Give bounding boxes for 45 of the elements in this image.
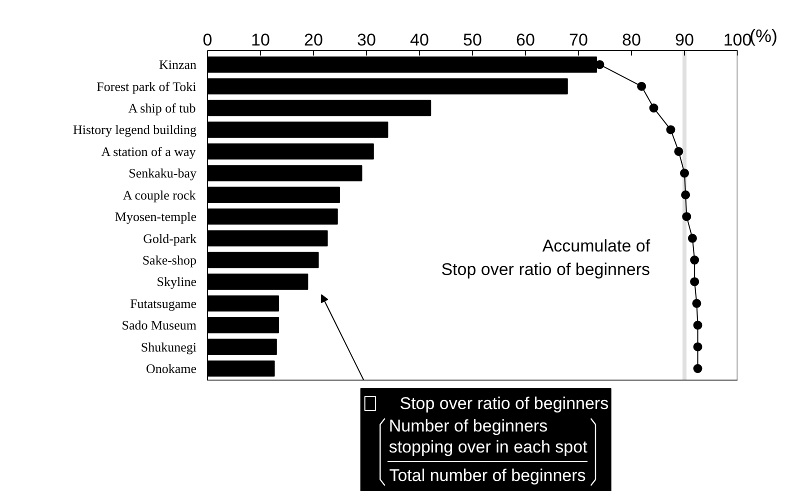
text: Accumulate of Stop over ratio of beginners: [441, 236, 650, 280]
point: [693, 342, 702, 352]
x-tick-label: 40: [410, 30, 429, 50]
y-tick-label: Kinzan: [158, 57, 197, 72]
point: [637, 82, 646, 91]
point: [649, 104, 658, 113]
point: [680, 168, 689, 178]
x-tick-label: 60: [516, 30, 535, 50]
x-axis-title: (%): [750, 26, 778, 46]
y-tick-label: Senkaku-bay: [128, 166, 197, 181]
x-tick-label: 70: [569, 30, 588, 50]
point: [690, 256, 700, 264]
y-tick-label: Sake-shop: [142, 252, 197, 268]
point: [688, 234, 697, 243]
y-tick-label: A ship of tub: [128, 100, 196, 116]
point: [692, 298, 702, 308]
x-tick-label: 0: [202, 30, 212, 50]
text: Number of beginners stopping over in each spot: [388, 416, 588, 456]
point: [693, 320, 702, 330]
x-tick-label: 90: [675, 30, 694, 50]
x-tick-label: 100: [723, 30, 752, 50]
point: [690, 277, 700, 286]
y-tick-label: Myosen-temple: [114, 209, 197, 224]
y-tick-label: Onokame: [146, 361, 197, 376]
y-tick-label: A station of a way: [101, 144, 196, 159]
y-tick-label: Sado Museum: [122, 318, 196, 333]
legend-label: Stop over ratio of beginners: [400, 394, 609, 413]
text: Total number of beginners: [389, 466, 586, 485]
y-tick-label: Futatsugame: [130, 296, 197, 311]
point: [674, 146, 684, 156]
point: [693, 364, 702, 374]
y-tick-label: Gold-park: [143, 230, 197, 246]
y-tick-label: A couple rock: [122, 187, 196, 202]
y-tick-label: Skyline: [156, 274, 197, 290]
point: [681, 190, 690, 200]
point: [666, 125, 676, 134]
y-tick-label: Forest park of Toki: [96, 78, 197, 94]
x-tick-label: 10: [251, 30, 270, 50]
point: [682, 212, 692, 222]
y-tick-label: Shukunegi: [140, 339, 197, 354]
x-tick-label: 80: [622, 30, 641, 50]
x-tick-label: 20: [304, 30, 323, 50]
y-tick-label: History legend building: [73, 122, 197, 138]
x-tick-label: 30: [357, 30, 376, 50]
x-tick-label: 50: [463, 30, 482, 50]
